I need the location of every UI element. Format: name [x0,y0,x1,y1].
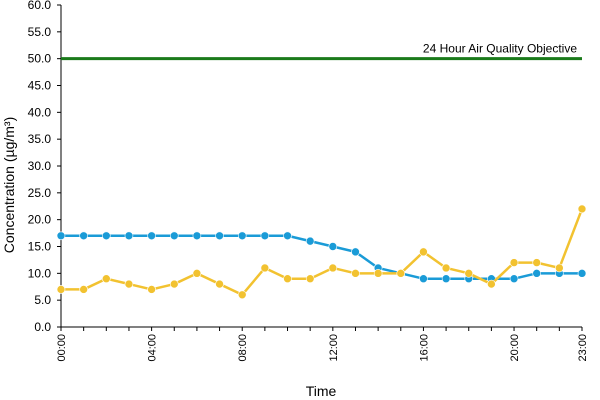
data-point [79,231,88,241]
x-tick-label: 04:00 [147,334,159,362]
data-point [577,269,587,278]
x-tick-label: 16:00 [418,334,430,362]
data-point [305,236,315,246]
data-point [147,231,156,241]
data-point [487,279,496,289]
data-point [328,263,338,273]
y-tick-label: 10.0 [28,266,52,280]
y-axis-ticks: 0.0 5.0 10.0 15.0 20.0 25.0 30.0 35.0 40.0 45.0 50… [28,0,61,334]
data-point [215,279,224,289]
data-point [419,247,428,257]
data-point [464,269,474,278]
data-point [56,285,66,294]
y-tick-label: 35.0 [28,132,52,146]
data-point [237,290,247,300]
data-point [305,274,315,284]
y-tick-label: 25.0 [28,186,52,200]
data-point [555,263,564,273]
data-point [260,231,270,241]
data-point [373,269,383,278]
data-point [328,242,338,251]
reference-line-label: 24 Hour Air Quality Objective [423,42,577,56]
x-axis-label: Time [306,383,337,399]
reference-line-group: 24 Hour Air Quality Objective [61,42,582,61]
data-point [441,263,451,273]
data-point [169,279,179,289]
data-point [419,274,428,284]
x-tick-label: 00:00 [56,334,68,362]
y-tick-label: 15.0 [28,240,52,254]
data-point [283,274,292,284]
data-point [283,231,292,241]
series-1 [56,231,587,284]
series-2 [56,204,587,300]
y-tick-label: 60.0 [28,0,52,12]
data-point [237,231,247,241]
data-point [509,258,519,267]
y-axis-label: Concentration (µg/m³) [1,117,17,253]
data-point [509,274,519,284]
data-point [102,274,111,284]
y-tick-label: 45.0 [28,79,52,93]
x-tick-label: 23:00 [577,334,589,362]
x-tick-label: 12:00 [328,334,340,362]
data-point [147,285,156,294]
data-point [532,258,541,267]
data-point [577,204,587,214]
data-point [532,269,541,278]
y-tick-label: 0.0 [34,320,51,334]
y-tick-label: 55.0 [28,25,52,39]
data-point [169,231,179,241]
y-tick-label: 40.0 [28,105,52,119]
x-axis-ticks: 00:00 04:00 08:00 12:00 16:00 20:00 23:00 [56,327,589,362]
y-tick-label: 20.0 [28,213,52,227]
series-line [61,208,584,297]
data-point [351,269,360,278]
data-point [79,285,88,294]
y-tick-label: 5.0 [34,293,51,307]
data-point [192,231,202,241]
data-point [215,231,224,241]
x-tick-label: 08:00 [237,334,249,362]
x-tick-label: 20:00 [509,334,521,362]
data-point [441,274,451,284]
y-tick-label: 30.0 [28,159,52,173]
data-point [124,231,134,241]
data-point [124,279,134,289]
data-point [351,247,360,257]
data-point [396,269,406,278]
data-point [260,263,270,273]
y-tick-label: 50.0 [28,52,52,66]
data-point [102,231,111,241]
data-point [56,231,66,241]
data-point [192,269,202,278]
series-group [56,204,587,300]
